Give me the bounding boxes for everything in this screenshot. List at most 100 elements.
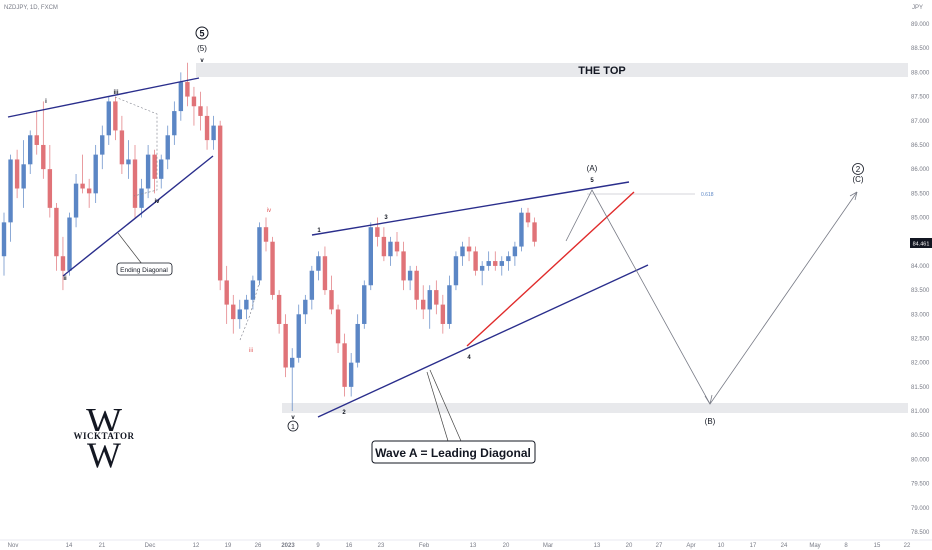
candle-down xyxy=(434,290,439,305)
candle-up xyxy=(290,357,295,368)
time-tick-label: 26 xyxy=(255,543,262,549)
time-tick-label: 20 xyxy=(626,543,633,549)
wave-4-label: 4 xyxy=(467,355,471,361)
candle-up xyxy=(368,227,373,286)
price-tick-label: 87.500 xyxy=(911,95,930,101)
wave-2-circled-label: 2 xyxy=(856,165,861,174)
ending-diagonal-label: Ending Diagonal xyxy=(120,267,168,274)
time-tick-label: 14 xyxy=(66,543,73,549)
leading-diagonal-upper-line xyxy=(311,181,630,236)
ending-diagonal-dashed xyxy=(114,96,158,197)
ending-diagonal-box xyxy=(116,262,173,276)
candle-up xyxy=(159,159,164,179)
price-tick-label: 83.000 xyxy=(911,312,930,318)
time-tick-label: 19 xyxy=(225,543,232,549)
wave-1-label: 1 xyxy=(317,228,321,234)
price-tick-label: 85.000 xyxy=(911,216,930,222)
wave-2-circle xyxy=(852,163,864,175)
candle-down xyxy=(421,299,426,310)
wave-2-label: 2 xyxy=(342,410,346,416)
time-tick-label: 22 xyxy=(904,543,911,549)
price-tick-label: 80.500 xyxy=(911,433,930,439)
price-tick-label: 81.000 xyxy=(911,409,930,415)
candle-down xyxy=(375,227,380,237)
price-tick-label: 79.000 xyxy=(911,506,930,512)
time-tick-label: 13 xyxy=(594,543,601,549)
wave-a-label: (A) xyxy=(587,164,598,173)
bottom-zone xyxy=(282,403,908,413)
ending-diagonal-upper-line xyxy=(7,77,200,118)
candle-down xyxy=(473,251,478,271)
candle-up xyxy=(250,280,256,300)
candle-up xyxy=(296,314,301,358)
candle-down xyxy=(329,290,334,310)
candle-down xyxy=(113,101,118,131)
candle-up xyxy=(512,246,518,257)
candle-down xyxy=(14,159,20,189)
price-tick-label: 79.500 xyxy=(911,482,930,488)
price-tick-label: 87.000 xyxy=(911,119,930,125)
candle-down xyxy=(335,309,341,344)
candle-up xyxy=(519,212,524,247)
candle-down xyxy=(342,343,347,387)
candle-down xyxy=(381,236,387,257)
candle-up xyxy=(479,265,485,271)
candle-down xyxy=(263,227,269,242)
currency-label: JPY xyxy=(912,5,923,11)
fib-label: 0.618 xyxy=(701,192,714,198)
candle-down xyxy=(191,96,197,107)
wave-ii-dashed xyxy=(239,279,261,341)
candle-up xyxy=(139,188,144,208)
wave-v-top-label: v xyxy=(200,58,204,64)
candle-down xyxy=(152,154,157,179)
wave-iii-label: iii xyxy=(113,90,118,96)
candle-up xyxy=(388,241,393,257)
time-tick-label: Dec xyxy=(145,543,156,549)
candle-up xyxy=(237,309,242,320)
candle-up xyxy=(21,164,26,189)
candle-up xyxy=(73,183,79,218)
candle-up xyxy=(486,261,491,266)
candle-down xyxy=(86,188,92,194)
candle-up xyxy=(145,154,151,189)
candle-down xyxy=(322,256,328,291)
projection-arrow-c-1 xyxy=(849,191,858,197)
ending-diagonal-lower-line xyxy=(62,155,214,277)
leading-diagonal-lower-line xyxy=(317,264,649,418)
candle-down xyxy=(204,115,210,141)
candle-up xyxy=(93,154,98,194)
time-tick-label: 17 xyxy=(750,543,757,549)
candle-up xyxy=(178,82,184,112)
candle-up xyxy=(447,285,452,324)
wave-5-circled-label: 5 xyxy=(199,29,204,39)
leading-pointer-2 xyxy=(429,369,462,442)
projection-arrow-b-2 xyxy=(709,394,713,405)
wave-i-label: i xyxy=(45,99,47,105)
candle-up xyxy=(309,270,315,300)
wave-1-circle xyxy=(287,420,299,432)
projection-arrow-b-1 xyxy=(704,395,711,405)
candle-up xyxy=(172,111,177,136)
projection-arrow-c-2 xyxy=(854,191,858,201)
candle-down xyxy=(34,135,39,145)
candle-down xyxy=(231,304,236,320)
price-tick-label: 89.000 xyxy=(911,22,930,28)
time-axis[interactable]: Nov 14 21 Dec 12 19 26 2023 9 16 23 Feb 13 20 Mar 13 20 2… xyxy=(8,543,911,549)
candle-down xyxy=(224,280,229,305)
candle-down xyxy=(276,294,282,324)
price-tick-label: 88.000 xyxy=(911,70,930,76)
price-tick-label: 78.500 xyxy=(911,530,930,536)
candle-down xyxy=(493,261,498,266)
price-tick-label: 82.500 xyxy=(911,336,930,342)
candle-up xyxy=(165,135,170,160)
candle-down xyxy=(60,256,66,271)
candle-down xyxy=(414,270,419,300)
wave-5-paren-label: (5) xyxy=(197,44,207,53)
wave-iv-label: iv xyxy=(154,199,160,205)
candle-down xyxy=(119,130,125,165)
candle-up xyxy=(211,125,216,141)
candle-down xyxy=(185,82,190,97)
wave-3-label: 3 xyxy=(384,215,388,221)
candle-down xyxy=(132,159,138,208)
